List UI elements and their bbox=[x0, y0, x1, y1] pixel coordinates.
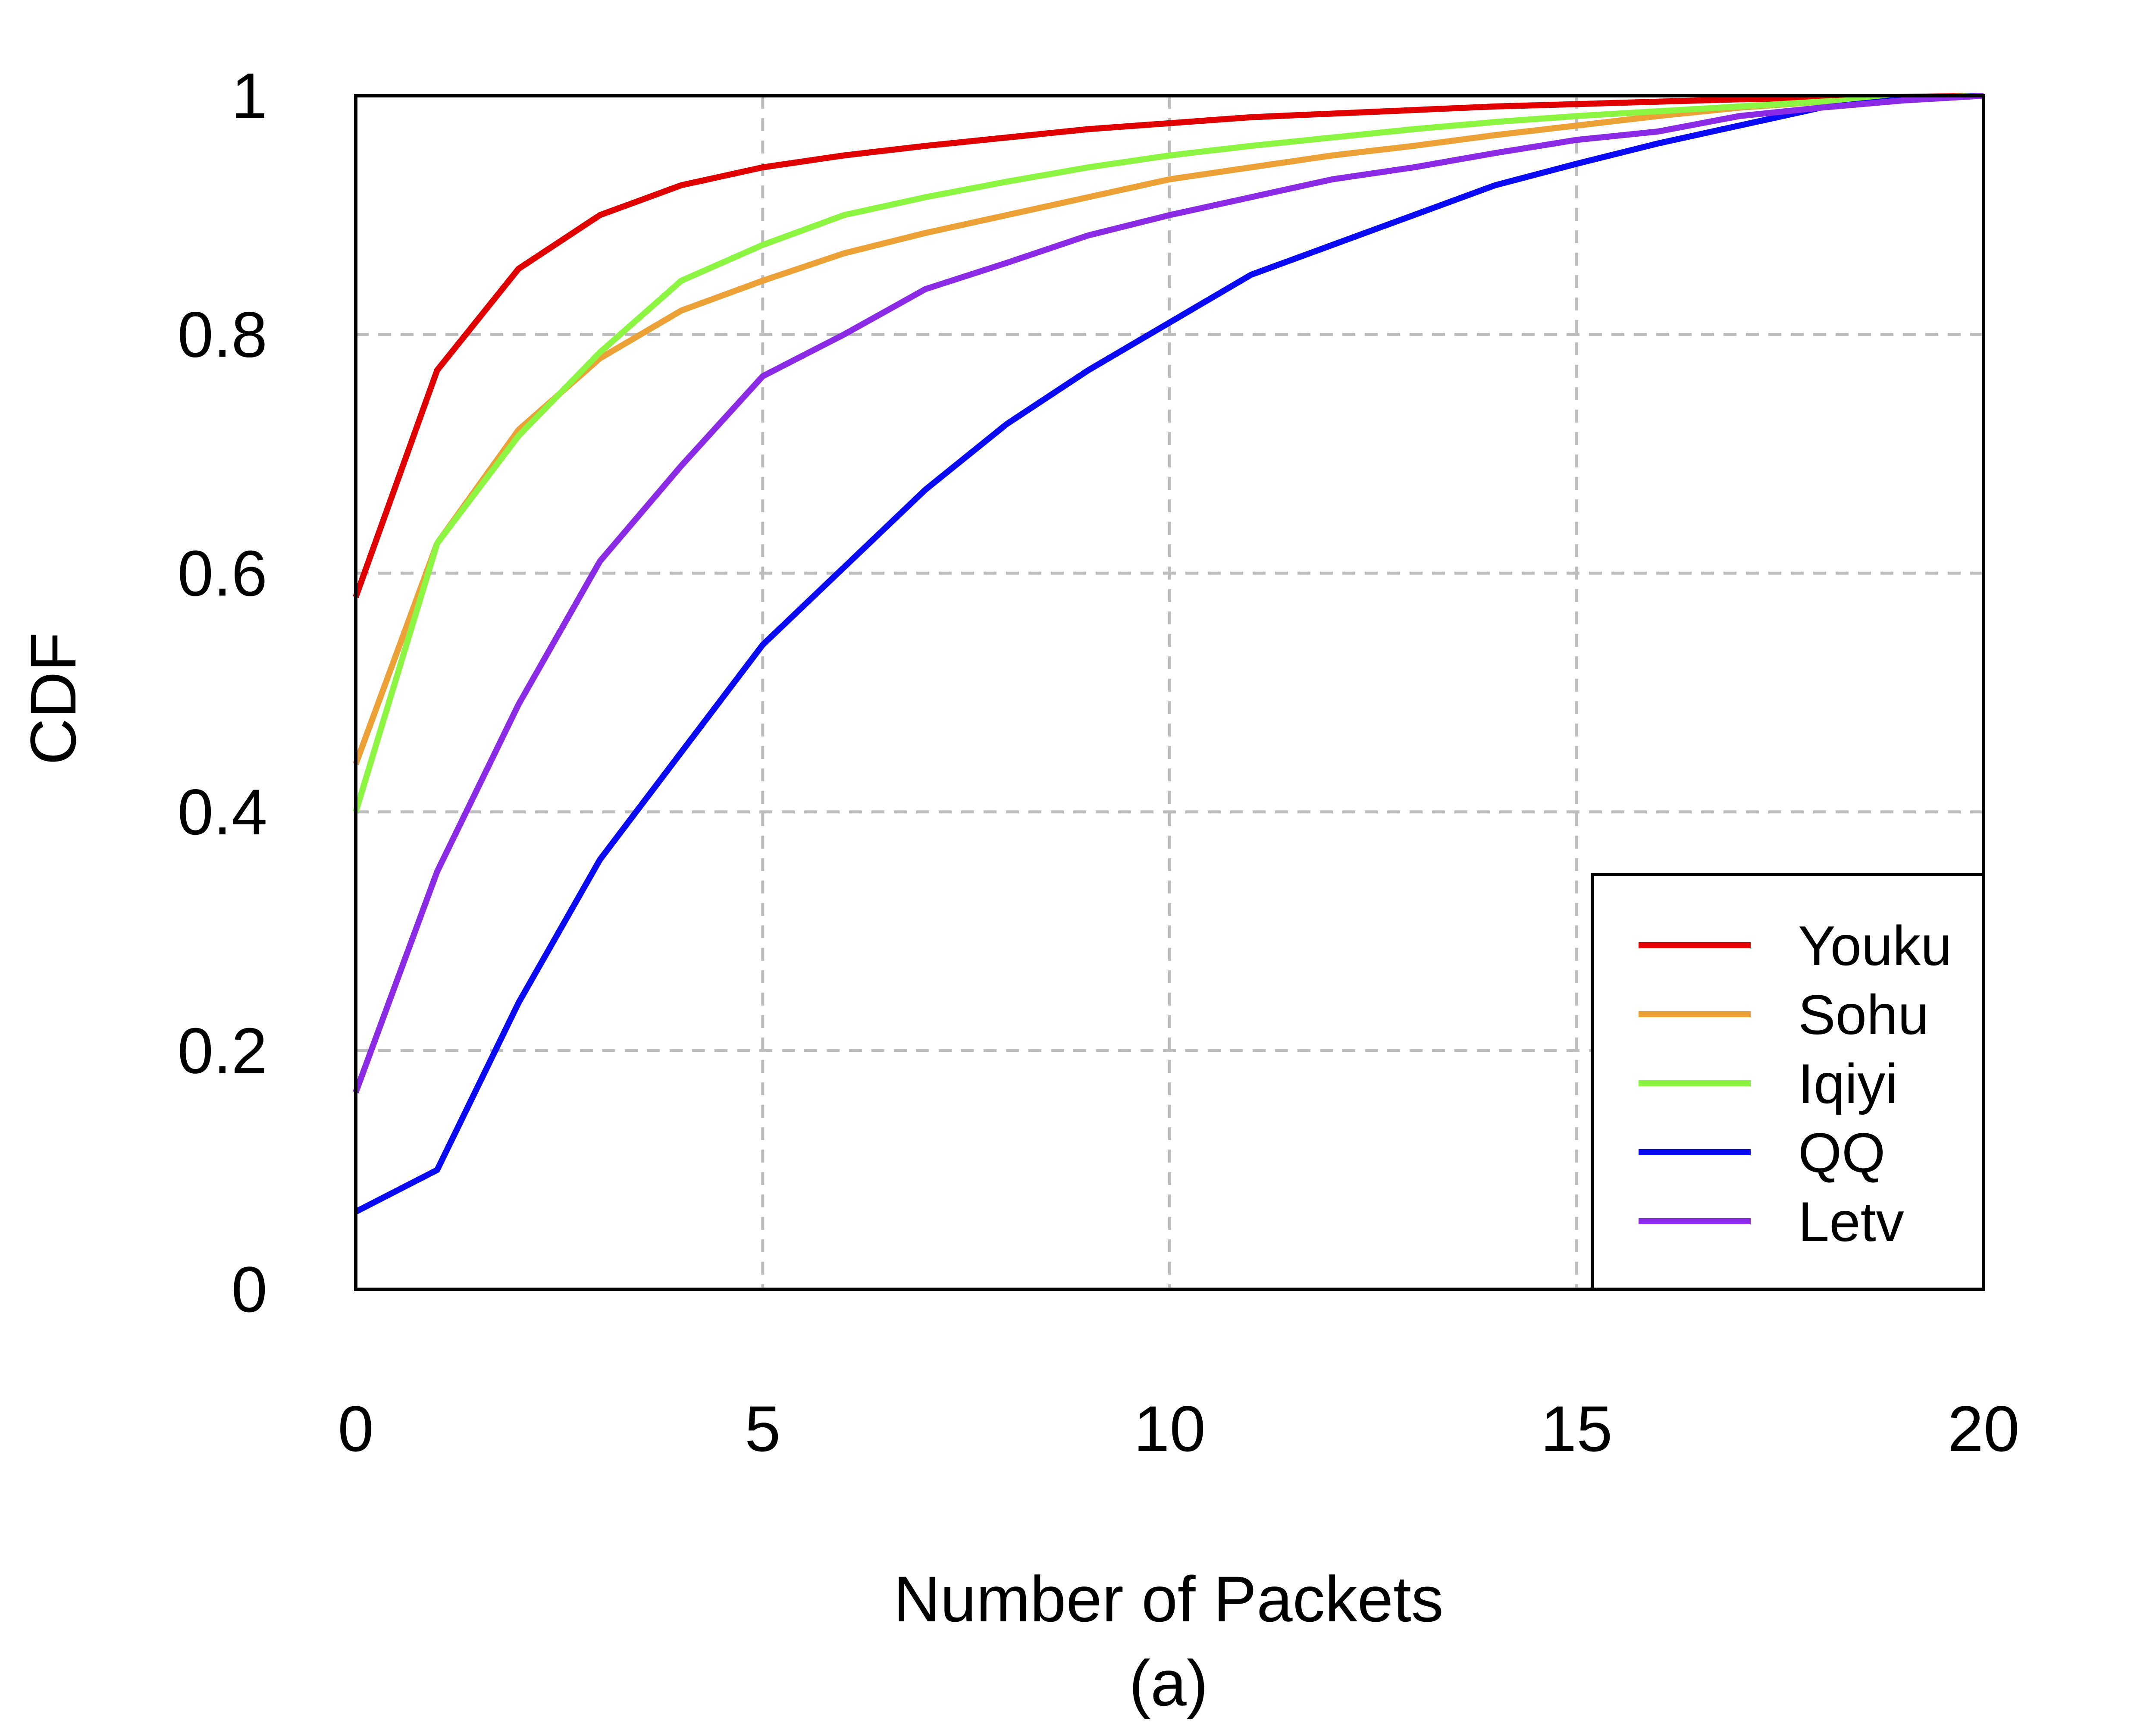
grid bbox=[356, 96, 1984, 1289]
y-tick-label: 0.4 bbox=[177, 776, 267, 848]
series-lines bbox=[353, 93, 1984, 1215]
legend-label-iqiyi: Iqiyi bbox=[1798, 1052, 1898, 1115]
legend-label-letv: Letv bbox=[1798, 1190, 1904, 1253]
legend-label-sohu: Sohu bbox=[1798, 983, 1929, 1046]
y-tick-label: 0.2 bbox=[177, 1014, 267, 1087]
series-line-youku bbox=[353, 93, 1984, 598]
series-line-iqiyi bbox=[353, 93, 1984, 813]
series-line-letv bbox=[353, 93, 1984, 1094]
x-tick-label: 10 bbox=[1134, 1392, 1206, 1465]
x-tick-label: 5 bbox=[745, 1392, 780, 1465]
y-tick-label: 0.6 bbox=[177, 537, 267, 609]
plot-frame bbox=[354, 94, 1985, 1291]
x-axis-label: Number of Packets bbox=[893, 1563, 1444, 1635]
x-tick-label: 20 bbox=[1948, 1392, 2020, 1465]
y-tick-label: 0 bbox=[232, 1253, 267, 1326]
legend-label-qq: QQ bbox=[1798, 1121, 1885, 1184]
y-tick-label: 1 bbox=[232, 60, 267, 132]
tick-labels: 0 5 10 15 20 0 0.2 0.4 0.6 0.8 1 bbox=[177, 60, 2019, 1465]
x-tick-label: 15 bbox=[1541, 1392, 1613, 1465]
y-tick-label: 0.8 bbox=[177, 298, 267, 371]
legend-label-youku: Youku bbox=[1798, 914, 1952, 977]
x-tick-label: 0 bbox=[338, 1392, 373, 1465]
series-line-qq bbox=[354, 93, 1984, 1215]
y-axis-label: CDF bbox=[17, 632, 89, 765]
figure-caption: (a) bbox=[1129, 1647, 1208, 1719]
